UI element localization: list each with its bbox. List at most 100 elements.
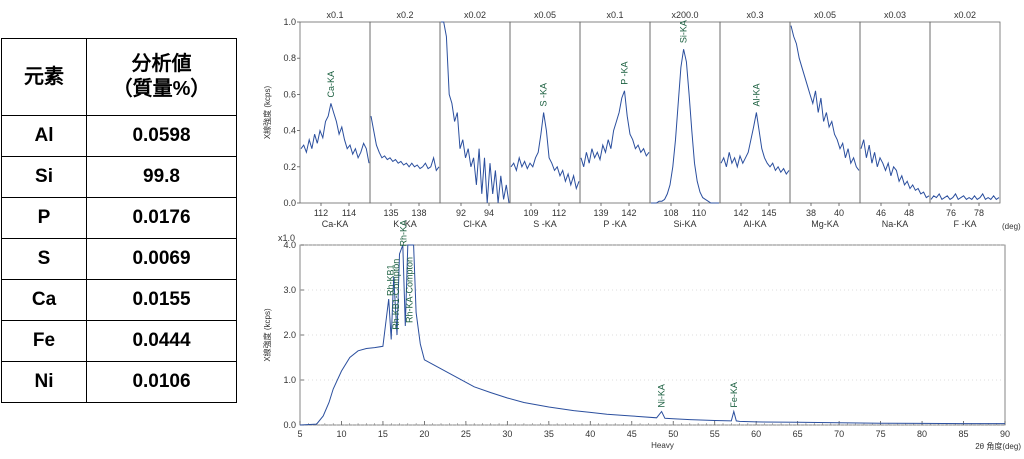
x-tick-label: 65 (793, 429, 803, 439)
panel-scale-label: x200.0 (671, 10, 698, 20)
bottom-chart: x1.0 0.0 1.0 2.0 3.0 4.0 X線強度 (kcps) 5 10 15 20 25 3… (262, 220, 1021, 451)
x-tick-label: 114 (342, 208, 356, 218)
element-cell: S (1, 238, 87, 280)
peak-annotation: Fe-KA (729, 382, 739, 408)
y-tick-label: 0.0 (283, 420, 296, 430)
panel-element-label: Na-KA (882, 219, 909, 229)
x-tick-label: 48 (904, 208, 914, 218)
x-tick-label: 40 (585, 429, 595, 439)
table-row: Ni 0.0106 (1, 361, 237, 403)
x-tick-label: 40 (834, 208, 844, 218)
x-tick-label: 135 (383, 208, 398, 218)
panel-element-label: Cl-KA (463, 219, 487, 229)
x-tick-label: 142 (621, 208, 636, 218)
xrf-spectrum-charts: 0.0 0.2 0.4 0.6 0.8 1.0 X線強度 (kcps) (deg) x0.1 11… (262, 10, 1021, 451)
x-axis-unit-label: 2θ 角度(deg) (975, 441, 1021, 451)
x-tick-label: 112 (552, 208, 566, 218)
x-tick-label: 139 (593, 208, 608, 218)
x-tick-label: 76 (946, 208, 956, 218)
panel-frame (929, 21, 1001, 204)
panel-element-label: Mg-KA (811, 219, 839, 229)
peak-annotation: Ni-KA (657, 384, 667, 408)
x-tick-label: 80 (917, 429, 927, 439)
x-tick-label: 142 (733, 208, 748, 218)
x-tick-label: 109 (523, 208, 538, 218)
y-tick-label: 4.0 (283, 240, 296, 250)
x-tick-label: 108 (663, 208, 678, 218)
panel-frame (369, 21, 441, 204)
header-value: 分析値 （質量%） (86, 38, 237, 116)
peak-annotation: Rh-KB1 (385, 264, 395, 296)
value-cell: 0.0106 (86, 361, 237, 403)
panel-frame (299, 21, 371, 204)
y-tick-label: 1.0 (283, 17, 296, 27)
panel-series-line (370, 116, 440, 172)
x-tick-label: 78 (974, 208, 984, 218)
x-tick-label: 94 (484, 208, 494, 218)
panel-series-line (860, 139, 930, 199)
table-row: S 0.0069 (1, 238, 237, 280)
x-tick-label: 5 (297, 429, 302, 439)
x-tick-label: 112 (314, 208, 328, 218)
panel-scale-label: x0.2 (396, 10, 413, 20)
panel-frame (649, 21, 721, 204)
y-tick-label: 2.0 (283, 330, 296, 340)
value-cell: 99.8 (86, 156, 237, 198)
peak-annotation: Rh-KA-Compton (404, 257, 414, 323)
x-tick-label: 38 (806, 208, 816, 218)
element-cell: Ca (1, 279, 87, 321)
x-tick-label: 50 (668, 429, 678, 439)
panel-series-line (790, 25, 860, 171)
peak-annotation: Rh-KA (399, 220, 409, 247)
panel-series-line (930, 192, 1000, 201)
panel-element-label: Si-KA (673, 219, 696, 229)
panel-scale-label: x0.1 (326, 10, 343, 20)
y-axis-label: X線強度 (kcps) (262, 86, 272, 140)
panel-series-line (580, 90, 650, 167)
panel-series-line (441, 21, 510, 204)
x-tick-label: 92 (456, 208, 466, 218)
x-tick-label: 46 (876, 208, 886, 218)
y-tick-label: 0.2 (283, 162, 296, 172)
x-tick-label: 30 (502, 429, 512, 439)
header-value-line1: 分析値 (131, 53, 192, 75)
x-tick-label: 75 (876, 429, 886, 439)
peak-label: Si-KA (679, 20, 689, 43)
panel-scale-label: x0.1 (606, 10, 623, 20)
x-tick-label: 85 (959, 429, 969, 439)
y-tick-label: 0.0 (283, 198, 296, 208)
element-cell: Al (1, 115, 87, 157)
x-tick-label: 45 (627, 429, 637, 439)
panel-element-label: Al-KA (743, 219, 766, 229)
peak-label: P -KA (620, 61, 630, 84)
panel-element-label: K -KA (393, 219, 417, 229)
peak-label: Ca-KA (326, 71, 336, 98)
element-cell: P (1, 197, 87, 239)
x-tick-label: 35 (544, 429, 554, 439)
panel-scale-label: x0.3 (746, 10, 763, 20)
table-row: Si 99.8 (1, 156, 237, 198)
panel-element-label: Ca-KA (322, 219, 349, 229)
x-tick-label: 110 (692, 208, 706, 218)
panel-frame (509, 21, 581, 204)
top-chart: 0.0 0.2 0.4 0.6 0.8 1.0 X線強度 (kcps) (deg) x0.1 11… (262, 10, 1021, 231)
peak-label: S -KA (539, 83, 549, 107)
peak-label: Al-KA (751, 83, 761, 106)
y-axis-label: X線強度 (kcps) (262, 308, 272, 362)
x-unit-label: (deg) (1002, 222, 1021, 231)
table-row: Ca 0.0155 (1, 279, 237, 321)
y-tick-label: 0.8 (283, 53, 296, 63)
chart-scale-label: x1.0 (278, 233, 295, 243)
panel-scale-label: x0.05 (814, 10, 836, 20)
x-tick-label: 15 (378, 429, 388, 439)
table-header-row: 元素 分析値 （質量%） (1, 38, 237, 116)
table-row: Al 0.0598 (1, 115, 237, 157)
y-tick-label: 0.6 (283, 89, 296, 99)
panel-series-line (651, 49, 719, 204)
